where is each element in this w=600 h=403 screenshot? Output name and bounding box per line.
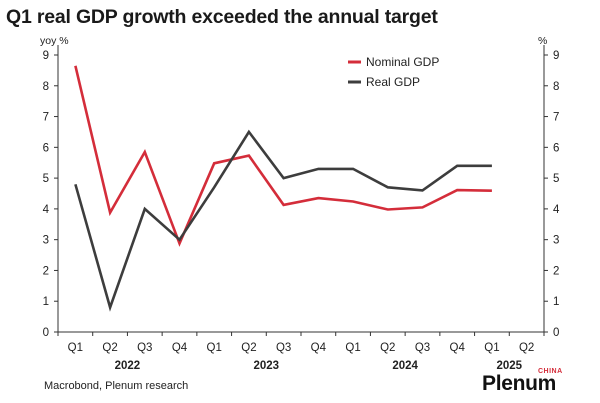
right-tick-label: 7 xyxy=(553,112,559,124)
x-tick-label: Q2 xyxy=(241,342,256,354)
left-tick-label: 3 xyxy=(43,235,49,247)
x-tick-label: Q4 xyxy=(172,342,188,354)
year-label: 2023 xyxy=(253,360,279,372)
left-tick-label: 9 xyxy=(43,50,49,62)
tick-labels: 0 0 1 1 2 2 3 3 4 4 5 5 6 6 7 7 8 8 9 9 Q1 Q2 Q3 Q4 Q1 Q2 Q3 Q4 Q1 Q2… xyxy=(43,50,560,372)
axes xyxy=(54,45,548,336)
right-tick-label: 4 xyxy=(553,204,560,216)
series-line xyxy=(74,65,492,247)
x-tick-label: Q1 xyxy=(207,342,222,354)
source-note: Macrobond, Plenum research xyxy=(44,380,189,392)
left-tick-label: 4 xyxy=(43,204,50,216)
chart-title: Q1 real GDP growth exceeded the annual t… xyxy=(6,6,438,28)
year-label: 2024 xyxy=(392,360,418,372)
brand-logo: Plenum xyxy=(482,372,557,395)
right-tick-label: 1 xyxy=(553,296,559,308)
brand-logo-sub: CHINA xyxy=(538,368,563,375)
x-tick-label: Q2 xyxy=(102,342,117,354)
left-tick-label: 6 xyxy=(43,142,49,154)
right-tick-label: 6 xyxy=(553,142,559,154)
left-tick-label: 7 xyxy=(43,112,49,124)
left-tick-label: 1 xyxy=(43,296,49,308)
x-tick-label: Q1 xyxy=(68,342,83,354)
x-tick-label: Q2 xyxy=(380,342,395,354)
legend-label: Nominal GDP xyxy=(366,55,439,69)
right-axis-unit: % xyxy=(538,35,547,47)
left-tick-label: 5 xyxy=(43,173,49,185)
x-tick-label: Q3 xyxy=(415,342,430,354)
right-tick-label: 2 xyxy=(553,265,559,277)
left-axis-unit: yoy % xyxy=(40,35,69,47)
right-tick-label: 9 xyxy=(553,50,559,62)
legend-label: Real GDP xyxy=(366,75,420,89)
right-tick-label: 3 xyxy=(553,235,559,247)
x-tick-label: Q3 xyxy=(276,342,291,354)
legend: Nominal GDP Real GDP xyxy=(348,55,439,89)
year-label: 2025 xyxy=(496,360,522,372)
left-tick-label: 2 xyxy=(43,265,49,277)
left-tick-label: 8 xyxy=(43,81,49,93)
right-tick-label: 8 xyxy=(553,81,559,93)
left-tick-label: 0 xyxy=(43,327,49,339)
series-line xyxy=(74,129,492,312)
x-tick-label: Q1 xyxy=(484,342,499,354)
x-tick-label: Q4 xyxy=(450,342,466,354)
year-label: 2022 xyxy=(115,360,141,372)
x-tick-label: Q3 xyxy=(137,342,152,354)
right-tick-label: 0 xyxy=(553,327,559,339)
x-tick-label: Q2 xyxy=(519,342,534,354)
x-tick-label: Q4 xyxy=(311,342,327,354)
x-tick-label: Q1 xyxy=(345,342,360,354)
series-lines xyxy=(74,65,492,312)
right-tick-label: 5 xyxy=(553,173,559,185)
